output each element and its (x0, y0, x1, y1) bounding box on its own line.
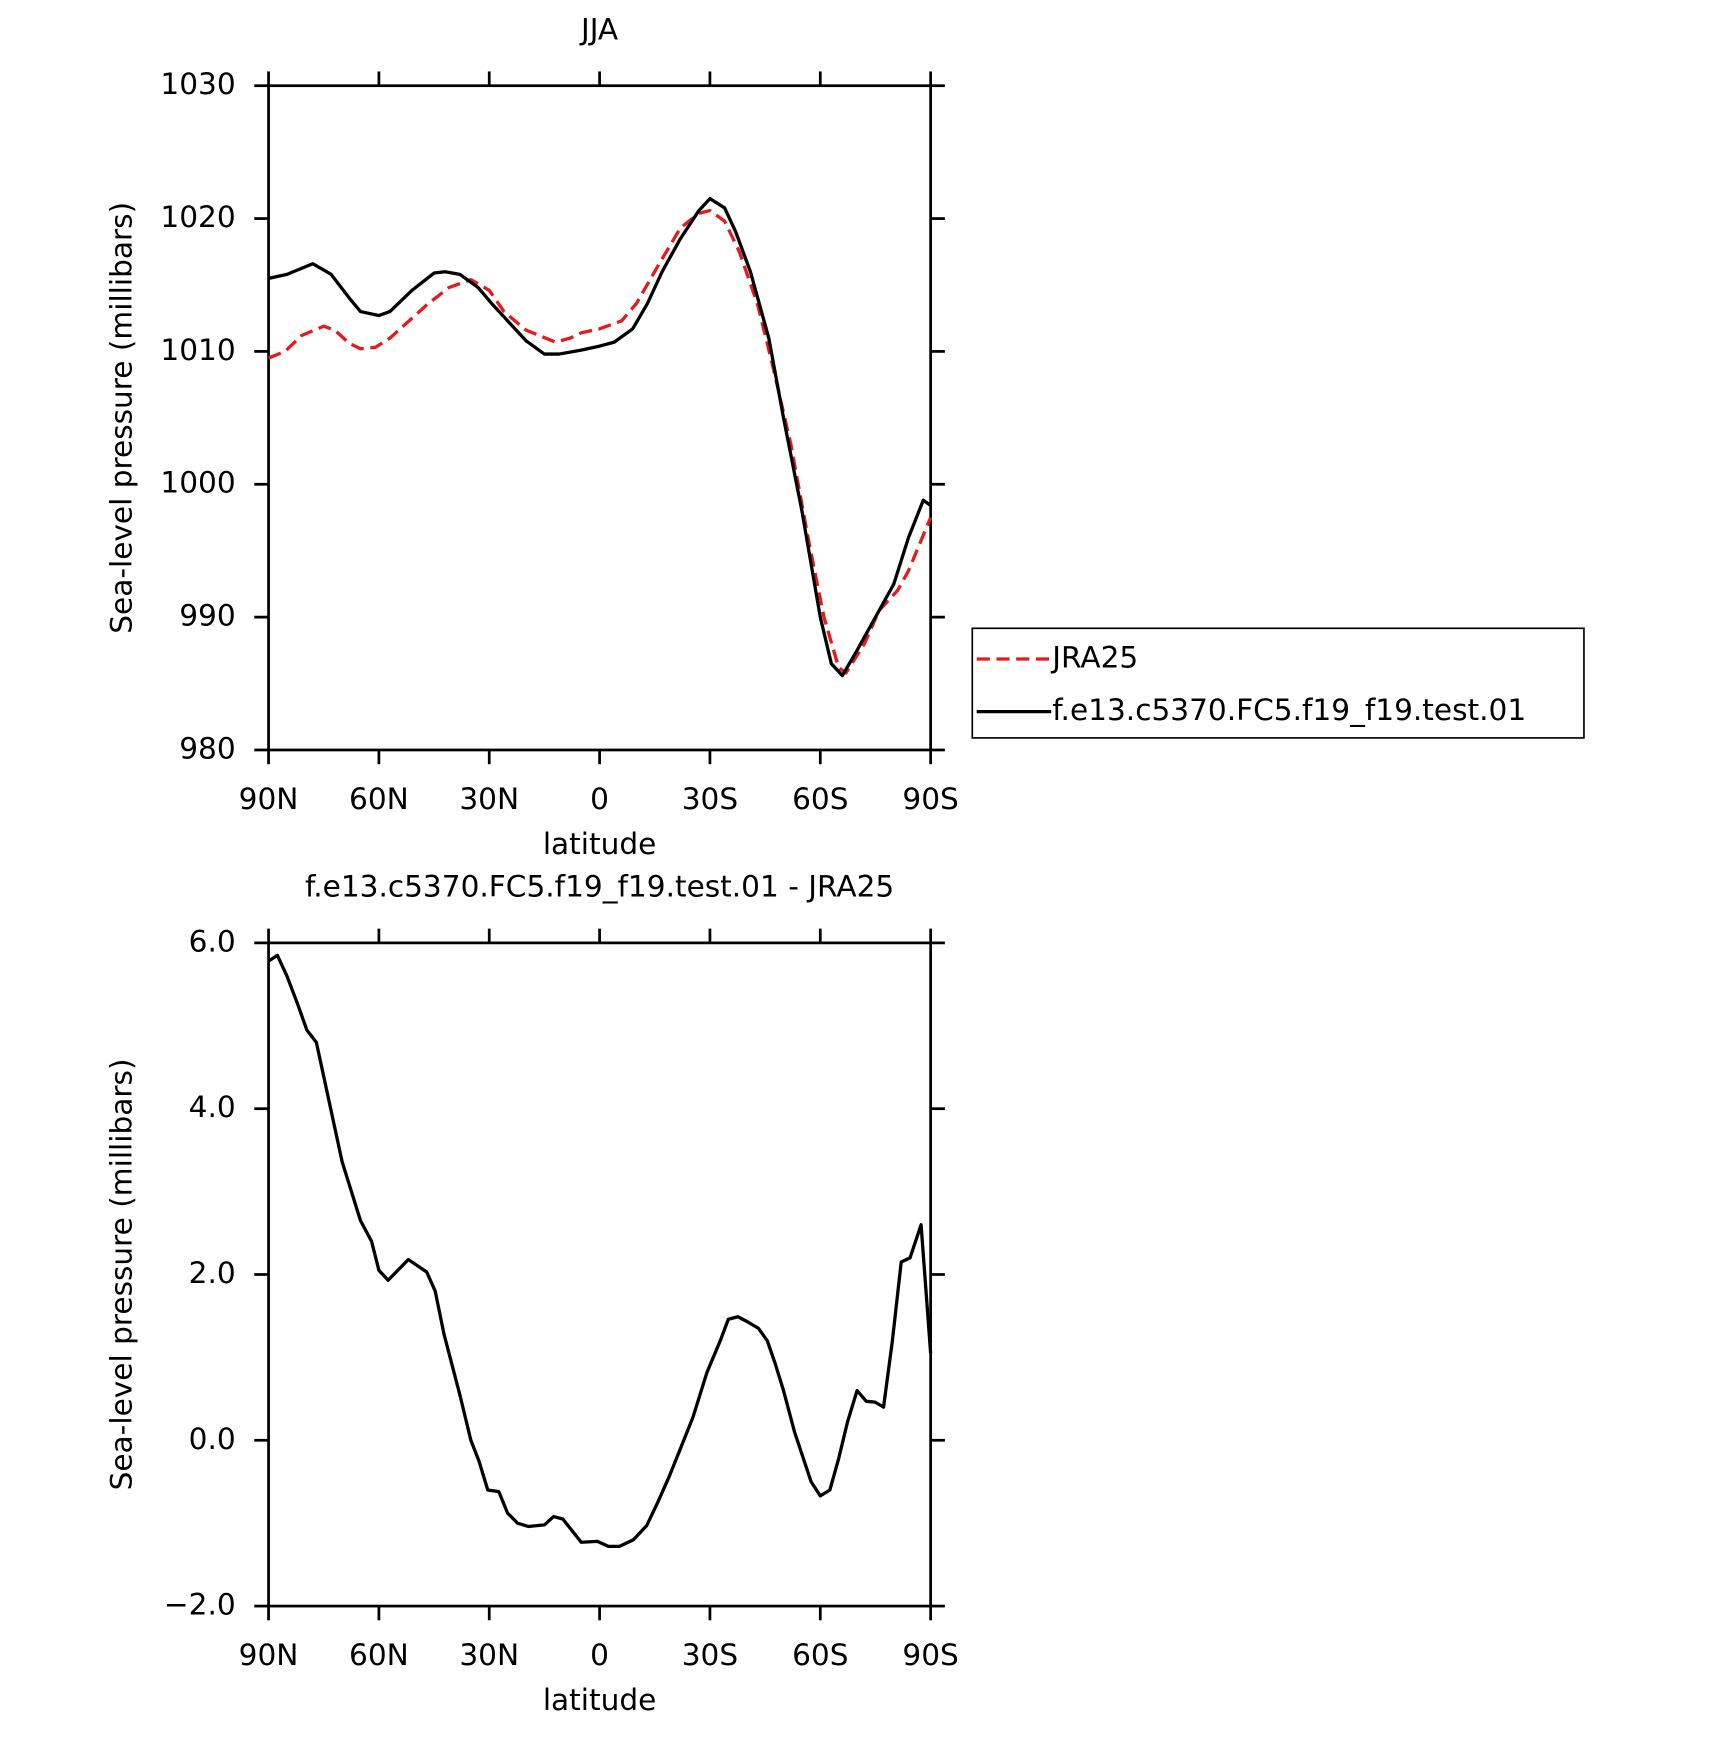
x-tick-label: 60N (349, 1638, 409, 1672)
legend-box (971, 627, 1585, 739)
x-tick-label: 90S (902, 1638, 958, 1672)
y-axis-label: Sea-level pressure (millibars) (104, 1059, 138, 1491)
x-tick-label: 0 (590, 782, 609, 816)
x-tick-label: 60S (792, 1638, 848, 1672)
x-tick-label: 90N (239, 782, 299, 816)
x-tick-label: 30S (682, 782, 738, 816)
x-tick-label: 90S (902, 782, 958, 816)
y-tick-label: 990 (179, 599, 235, 633)
x-tick-label: 60N (349, 782, 409, 816)
plot-frame (267, 941, 933, 1608)
plot-frame (267, 84, 933, 752)
y-tick-label: 2.0 (189, 1256, 236, 1290)
y-axis-label: Sea-level pressure (millibars) (104, 202, 138, 634)
y-tick-label: 4.0 (189, 1090, 236, 1124)
x-tick-label: 30S (682, 1638, 738, 1672)
y-tick-label: 980 (179, 731, 235, 765)
y-tick-label: 0.0 (189, 1422, 236, 1456)
y-tick-label: 6.0 (189, 924, 236, 958)
y-tick-label: 1000 (160, 466, 235, 500)
x-tick-label: 30N (459, 782, 519, 816)
legend-label: JRA25 (1050, 640, 1138, 674)
legend-label: f.e13.c5370.FC5.f19_f19.test.01 (1052, 693, 1526, 727)
x-axis-label: latitude (543, 1683, 656, 1717)
data-line (267, 953, 933, 1549)
chart-title: f.e13.c5370.FC5.f19_f19.test.01 - JRA25 (305, 870, 894, 904)
y-tick-label: 1010 (160, 333, 235, 367)
chart-title: JJA (579, 12, 618, 46)
x-axis-label: latitude (543, 827, 656, 861)
y-tick-label: 1020 (160, 200, 235, 234)
data-line (267, 208, 933, 675)
y-tick-label: 1030 (160, 67, 235, 101)
y-tick-label: −2.0 (164, 1588, 236, 1622)
x-tick-label: 60S (792, 782, 848, 816)
x-tick-label: 30N (459, 1638, 519, 1672)
data-line (268, 196, 932, 678)
x-tick-label: 0 (590, 1638, 609, 1672)
x-tick-label: 90N (239, 1638, 299, 1672)
